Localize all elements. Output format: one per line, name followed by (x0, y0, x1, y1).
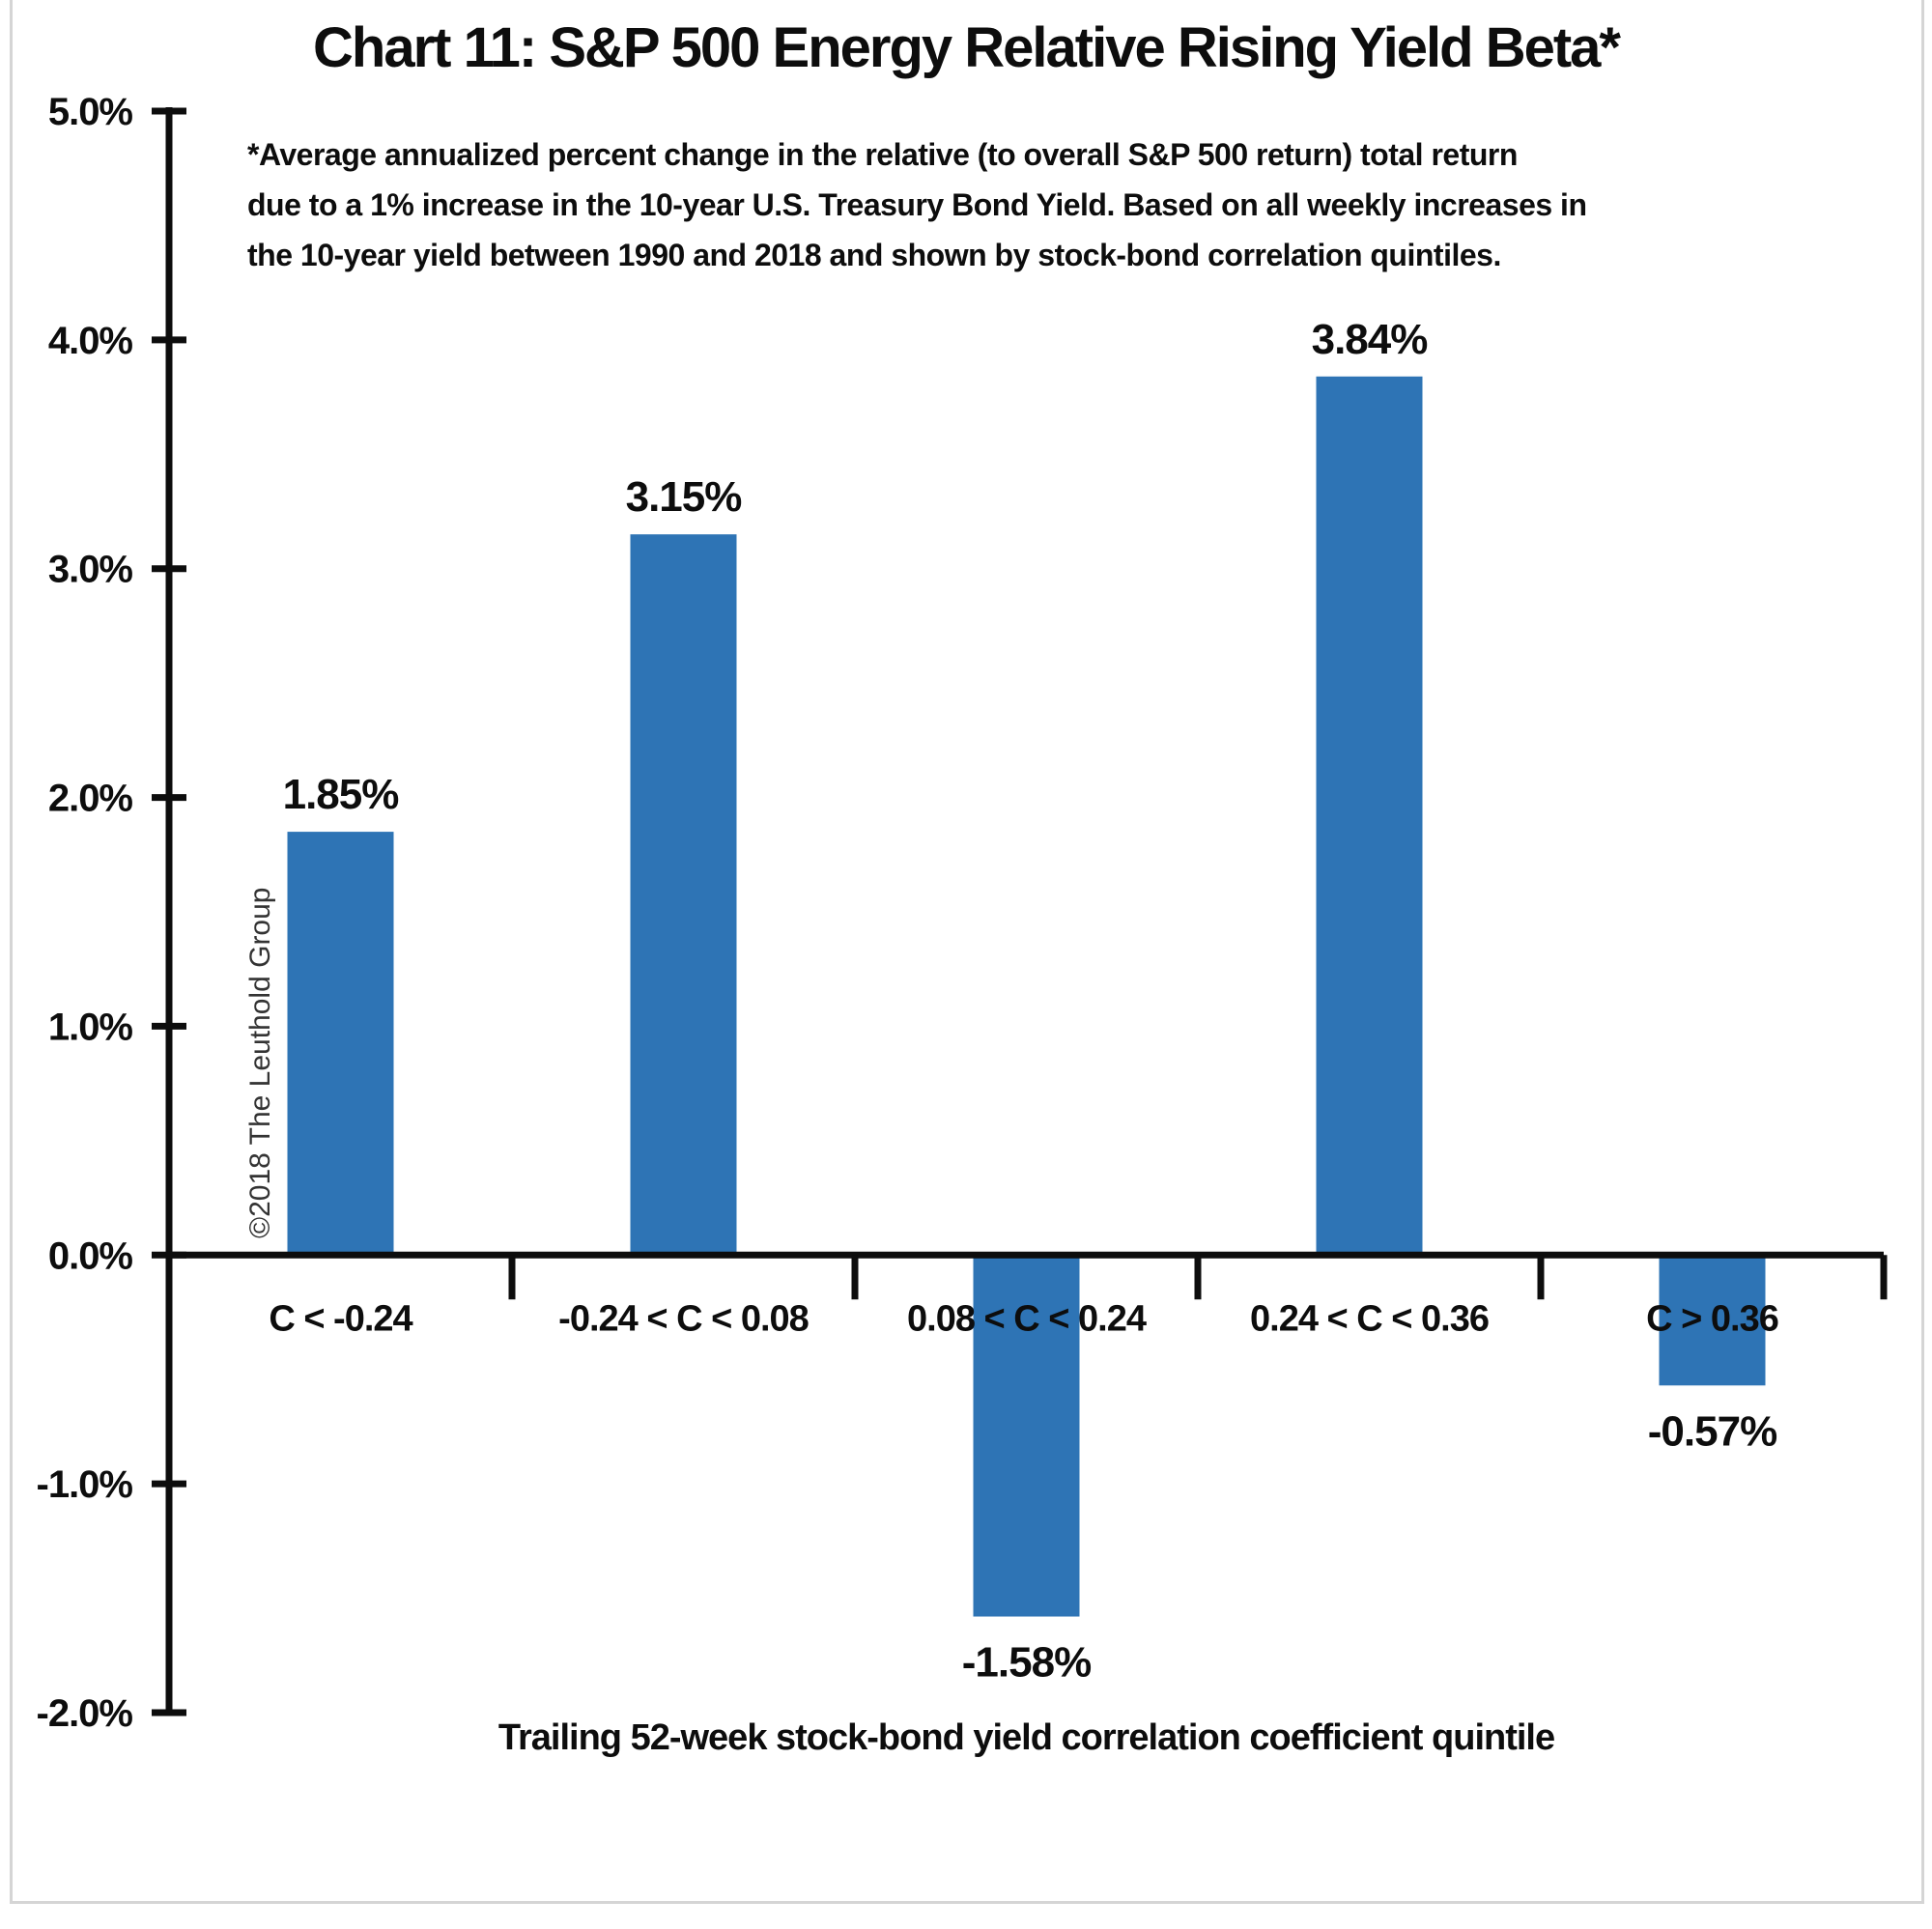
category-label: C < -0.24 (269, 1298, 412, 1339)
footnote-line: *Average annualized percent change in th… (247, 137, 1518, 172)
y-tick-label: -2.0% (37, 1692, 133, 1735)
bar-value-label: 1.85% (283, 771, 399, 818)
bar-value-label: -1.58% (962, 1639, 1091, 1687)
category-label: C > 0.36 (1646, 1298, 1778, 1339)
y-tick-label: 3.0% (48, 549, 133, 591)
bar-value-label: -0.57% (1648, 1407, 1776, 1455)
chart-title: Chart 11: S&P 500 Energy Relative Rising… (313, 16, 1621, 79)
category-label: 0.24 < C < 0.36 (1250, 1298, 1489, 1339)
bar (630, 534, 737, 1256)
bar (1316, 376, 1423, 1256)
y-tick-label: -1.0% (37, 1463, 133, 1506)
bar-value-label: 3.84% (1312, 316, 1428, 363)
copyright-watermark: ©2018 The Leuthold Group (244, 887, 276, 1239)
y-tick-label: 0.0% (48, 1234, 133, 1277)
bar (1659, 1255, 1766, 1386)
footnote-line: due to a 1% increase in the 10-year U.S.… (247, 187, 1587, 222)
bar (973, 1255, 1080, 1617)
y-tick-label: 1.0% (48, 1006, 133, 1048)
chart-footnote: *Average annualized percent change in th… (247, 129, 1735, 280)
category-label: -0.24 < C < 0.08 (558, 1298, 809, 1339)
bar (287, 832, 394, 1256)
y-tick-label: 4.0% (48, 320, 133, 362)
y-tick-label: 5.0% (48, 91, 133, 133)
category-label: 0.08 < C < 0.24 (907, 1298, 1147, 1339)
x-axis-title: Trailing 52-week stock-bond yield correl… (497, 1717, 1555, 1758)
y-tick-label: 2.0% (48, 778, 133, 820)
footnote-line: the 10-year yield between 1990 and 2018 … (247, 238, 1501, 272)
bar-value-label: 3.15% (626, 473, 742, 521)
